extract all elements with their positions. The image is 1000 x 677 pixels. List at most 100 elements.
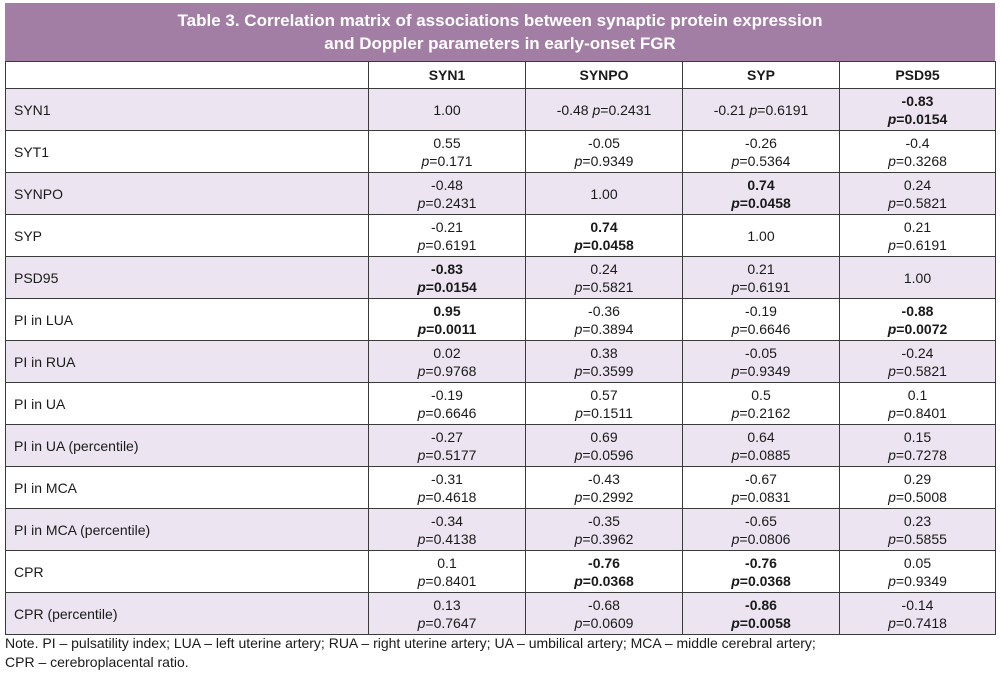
table-cell: 0.21 p=0.6191 xyxy=(839,214,996,257)
p-value: p=0.171 xyxy=(369,152,525,170)
p-number: =0.3599 xyxy=(582,362,634,379)
p-value: p=0.3962 xyxy=(526,530,682,548)
p-value: p=0.0368 xyxy=(526,572,682,590)
p-value: p=0.5821 xyxy=(840,194,995,212)
p-value: p=0.6191 xyxy=(369,236,525,254)
p-number: =0.171 xyxy=(429,152,473,169)
p-label: p xyxy=(417,404,426,421)
table-row: PI in UA (percentile) -0.27 p=0.5177 0.69 p=… xyxy=(5,424,996,467)
p-number: =0.8401 xyxy=(895,404,947,421)
p-label: p xyxy=(417,614,426,631)
table-cell: -0.36 p=0.3894 xyxy=(525,298,683,341)
correlation-value: -0.83 xyxy=(901,92,934,109)
p-value: p=0.2992 xyxy=(526,488,682,506)
p-value: p=0.0609 xyxy=(526,614,682,632)
table-cell: 0.05 p=0.9349 xyxy=(839,550,996,593)
table-cell: -0.31 p=0.4618 xyxy=(368,466,526,509)
p-number: =0.2431 xyxy=(600,101,652,118)
correlation-value: -0.76 xyxy=(588,554,620,571)
p-label: p xyxy=(731,572,740,589)
p-number: =0.9349 xyxy=(895,572,947,589)
p-label: p xyxy=(417,278,426,295)
correlation-value: 0.38 xyxy=(590,344,618,361)
correlation-value: -0.26 xyxy=(745,134,777,151)
p-label: p xyxy=(417,194,426,211)
table-cell: 0.57 p=0.1511 xyxy=(525,382,683,425)
p-label: p xyxy=(731,404,740,421)
table-cell: 0.15 p=0.7278 xyxy=(839,424,996,467)
table-cell: -0.65 p=0.0806 xyxy=(682,508,840,551)
p-number: =0.9349 xyxy=(739,362,791,379)
p-number: =0.0596 xyxy=(582,446,634,463)
p-value: p=0.5821 xyxy=(526,278,682,296)
table-title-line-2: and Doppler parameters in early-onset FG… xyxy=(324,34,676,53)
row-label: CPR (percentile) xyxy=(5,592,369,635)
row-label: PI in UA xyxy=(5,382,369,425)
p-value: p=0.0072 xyxy=(840,320,995,338)
table-row: SYP -0.21 p=0.6191 0.74 p=0.0458 1.00 0.21 p=0.… xyxy=(5,214,996,257)
p-label: p xyxy=(888,614,896,631)
column-header-synpo: SYNPO xyxy=(525,61,683,89)
table-cell: -0.86 p=0.0058 xyxy=(682,592,840,635)
p-label: p xyxy=(592,101,601,118)
p-label: p xyxy=(731,152,740,169)
row-label: SYT1 xyxy=(5,130,369,173)
p-label: p xyxy=(887,110,897,127)
correlation-value: 0.64 xyxy=(747,428,775,445)
p-number: =0.6191 xyxy=(739,278,791,295)
p-label: p xyxy=(417,320,427,337)
table-cell: 0.02 p=0.9768 xyxy=(368,340,526,383)
p-value: p=0.0368 xyxy=(683,572,839,590)
p-label: p xyxy=(887,320,897,337)
correlation-value: 0.29 xyxy=(903,470,932,487)
row-label: SYN1 xyxy=(5,88,369,131)
table-header-row: SYN1 SYNPO SYP PSD95 xyxy=(5,61,996,89)
p-label: p xyxy=(417,572,426,589)
p-number: =0.7418 xyxy=(895,614,947,631)
table-row: PI in MCA (percentile) -0.34 p=0.4138 -0.35… xyxy=(5,508,996,551)
p-number: =0.0154 xyxy=(425,278,477,295)
correlation-value: 1.00 xyxy=(433,101,461,118)
correlation-value: -0.76 xyxy=(745,554,777,571)
table-cell: 0.95 p=0.0011 xyxy=(368,298,526,341)
p-number: =0.0368 xyxy=(582,572,634,589)
table-cell: 0.5 p=0.2162 xyxy=(682,382,840,425)
correlation-value: 1.00 xyxy=(590,185,618,202)
p-number: =0.5821 xyxy=(895,194,947,211)
correlation-value: 0.15 xyxy=(903,428,932,445)
p-value: p=0.2431 xyxy=(593,102,652,118)
correlation-value: 0.74 xyxy=(747,176,775,193)
p-label: p xyxy=(731,530,740,547)
table-cell: 0.64 p=0.0885 xyxy=(682,424,840,467)
table-row: CPR (percentile) 0.13 p=0.7647 -0.68 p=0.060… xyxy=(5,592,996,635)
table-cell: 0.55 p=0.171 xyxy=(368,130,526,173)
correlation-value: -0.34 xyxy=(431,512,463,529)
correlation-value: -0.68 xyxy=(588,596,620,613)
p-number: =0.6646 xyxy=(739,320,791,337)
column-header-syn1: SYN1 xyxy=(368,61,526,89)
table-cell: 1.00 xyxy=(682,214,840,257)
p-value: p=0.0885 xyxy=(683,446,839,464)
table-row: SYN1 1.00 -0.48 p=0.2431 -0.21 p=0.6191 -0.8… xyxy=(5,88,996,131)
p-label: p xyxy=(574,152,583,169)
correlation-value: -0.27 xyxy=(431,428,463,445)
table-note-line-2: CPR – cerebroplacental ratio. xyxy=(5,654,189,670)
table-cell: -0.88 p=0.0072 xyxy=(839,298,996,341)
p-value: p=0.3268 xyxy=(840,152,995,170)
column-header-syp: SYP xyxy=(682,61,840,89)
correlation-value: -0.05 xyxy=(745,344,777,361)
p-value: p=0.0806 xyxy=(683,530,839,548)
correlation-value: -0.19 xyxy=(745,302,777,319)
table-row: PSD95 -0.83 p=0.0154 0.24 p=0.5821 0.21 p=0.61… xyxy=(5,256,996,299)
correlation-value: -0.65 xyxy=(745,512,777,529)
p-number: =0.4618 xyxy=(425,488,477,505)
correlation-value: 0.02 xyxy=(433,344,461,361)
p-label: p xyxy=(574,530,583,547)
table-cell: -0.43 p=0.2992 xyxy=(525,466,683,509)
correlation-value: -0.48 xyxy=(431,176,463,193)
p-value: p=0.9349 xyxy=(526,152,682,170)
p-label: p xyxy=(421,152,430,169)
p-label: p xyxy=(888,404,896,421)
row-label: SYNPO xyxy=(5,172,369,215)
p-value: p=0.0154 xyxy=(840,110,995,128)
